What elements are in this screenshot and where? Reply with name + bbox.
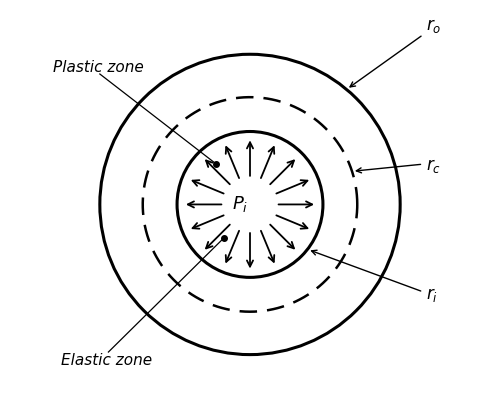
Text: $P_i$: $P_i$: [232, 194, 248, 215]
Text: $r_i$: $r_i$: [426, 286, 438, 304]
Text: $r_c$: $r_c$: [426, 157, 441, 175]
Text: Elastic zone: Elastic zone: [61, 353, 152, 368]
Text: $r_o$: $r_o$: [426, 17, 442, 35]
Text: Plastic zone: Plastic zone: [52, 60, 144, 74]
